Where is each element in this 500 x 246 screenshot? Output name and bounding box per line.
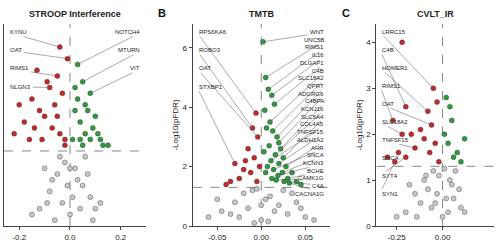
svg-text:MTURN: MTURN bbox=[118, 47, 140, 53]
svg-text:-Log10(pFDR): -Log10(pFDR) bbox=[171, 99, 180, 150]
svg-text:C: C bbox=[342, 7, 350, 19]
svg-text:RIMS1: RIMS1 bbox=[382, 83, 401, 89]
svg-text:STROOP Interference: STROOP Interference bbox=[29, 9, 121, 19]
svg-text:SLC18A2: SLC18A2 bbox=[298, 75, 324, 81]
svg-text:-0.25: -0.25 bbox=[387, 233, 406, 242]
svg-text:4: 4 bbox=[366, 38, 371, 47]
svg-text:UNC5B: UNC5B bbox=[304, 37, 324, 43]
svg-text:SLC6A4: SLC6A4 bbox=[301, 114, 324, 120]
svg-text:CACNA1G: CACNA1G bbox=[295, 191, 324, 197]
svg-text:DLGAP1: DLGAP1 bbox=[300, 60, 324, 66]
svg-text:WNT: WNT bbox=[310, 29, 324, 35]
svg-text:C4BPA: C4BPA bbox=[305, 98, 324, 104]
svg-text:C4B: C4B bbox=[382, 47, 394, 53]
svg-text:QPRT: QPRT bbox=[307, 83, 324, 89]
svg-text:0.00: 0.00 bbox=[253, 233, 269, 242]
svg-text:TNFSF15: TNFSF15 bbox=[382, 137, 409, 143]
svg-text:2: 2 bbox=[183, 162, 188, 171]
svg-text:OAT: OAT bbox=[382, 101, 394, 107]
svg-text:AHR: AHR bbox=[311, 145, 324, 151]
svg-text:-0.2: -0.2 bbox=[12, 233, 26, 242]
svg-text:4: 4 bbox=[183, 103, 188, 112]
svg-text:SLC18A2: SLC18A2 bbox=[382, 119, 408, 125]
svg-text:C4B: C4B bbox=[312, 68, 324, 74]
svg-text:SNCA: SNCA bbox=[382, 155, 399, 161]
svg-text:0.2: 0.2 bbox=[115, 233, 127, 242]
svg-text:COL4A5: COL4A5 bbox=[300, 121, 324, 127]
svg-text:1: 1 bbox=[366, 176, 371, 185]
svg-text:ADGRG6: ADGRG6 bbox=[298, 91, 324, 97]
svg-text:CAMK1G: CAMK1G bbox=[298, 175, 324, 181]
svg-text:LRRC15: LRRC15 bbox=[382, 29, 406, 35]
svg-text:0.05: 0.05 bbox=[297, 233, 313, 242]
svg-text:0: 0 bbox=[366, 222, 371, 231]
svg-text:RIMS1: RIMS1 bbox=[305, 44, 324, 50]
svg-text:TMTB: TMTB bbox=[249, 9, 274, 19]
svg-text:CVLT_IR: CVLT_IR bbox=[417, 9, 454, 19]
svg-text:KCNJ16: KCNJ16 bbox=[301, 106, 324, 112]
svg-text:SYN1: SYN1 bbox=[382, 191, 398, 197]
svg-text:HOMER1: HOMER1 bbox=[382, 65, 408, 71]
svg-text:SYT4: SYT4 bbox=[382, 173, 398, 179]
svg-text:OAT: OAT bbox=[199, 65, 211, 71]
svg-text:TNFSF15: TNFSF15 bbox=[297, 129, 324, 135]
svg-text:ALDH1A2: ALDH1A2 bbox=[297, 137, 324, 143]
svg-text:IL16: IL16 bbox=[312, 52, 324, 58]
svg-text:STXBP1: STXBP1 bbox=[199, 84, 223, 90]
svg-text:RPS6KA6: RPS6KA6 bbox=[199, 29, 227, 35]
svg-text:2: 2 bbox=[366, 130, 371, 139]
svg-text:0: 0 bbox=[183, 222, 188, 231]
svg-text:C4A: C4A bbox=[312, 183, 324, 189]
svg-text:SNCA: SNCA bbox=[307, 152, 324, 158]
svg-text:BCHE: BCHE bbox=[307, 168, 324, 174]
svg-text:3: 3 bbox=[366, 84, 371, 93]
svg-text:ROBO3: ROBO3 bbox=[199, 47, 221, 53]
svg-text:RIMS1: RIMS1 bbox=[10, 65, 29, 71]
svg-text:6: 6 bbox=[183, 44, 188, 53]
svg-text:-0.05: -0.05 bbox=[208, 233, 227, 242]
svg-text:NOTCH4: NOTCH4 bbox=[115, 29, 140, 35]
svg-text:B: B bbox=[158, 7, 166, 19]
svg-text:0.0: 0.0 bbox=[64, 233, 76, 242]
svg-text:NLGN3: NLGN3 bbox=[10, 84, 31, 90]
svg-text:KYNU: KYNU bbox=[10, 29, 27, 35]
svg-text:-Log10(pFDR): -Log10(pFDR) bbox=[355, 99, 364, 150]
svg-text:VIT: VIT bbox=[130, 65, 140, 71]
svg-text:KCNN3: KCNN3 bbox=[303, 160, 324, 166]
svg-text:0.00: 0.00 bbox=[435, 233, 451, 242]
svg-text:OAT: OAT bbox=[10, 47, 22, 53]
